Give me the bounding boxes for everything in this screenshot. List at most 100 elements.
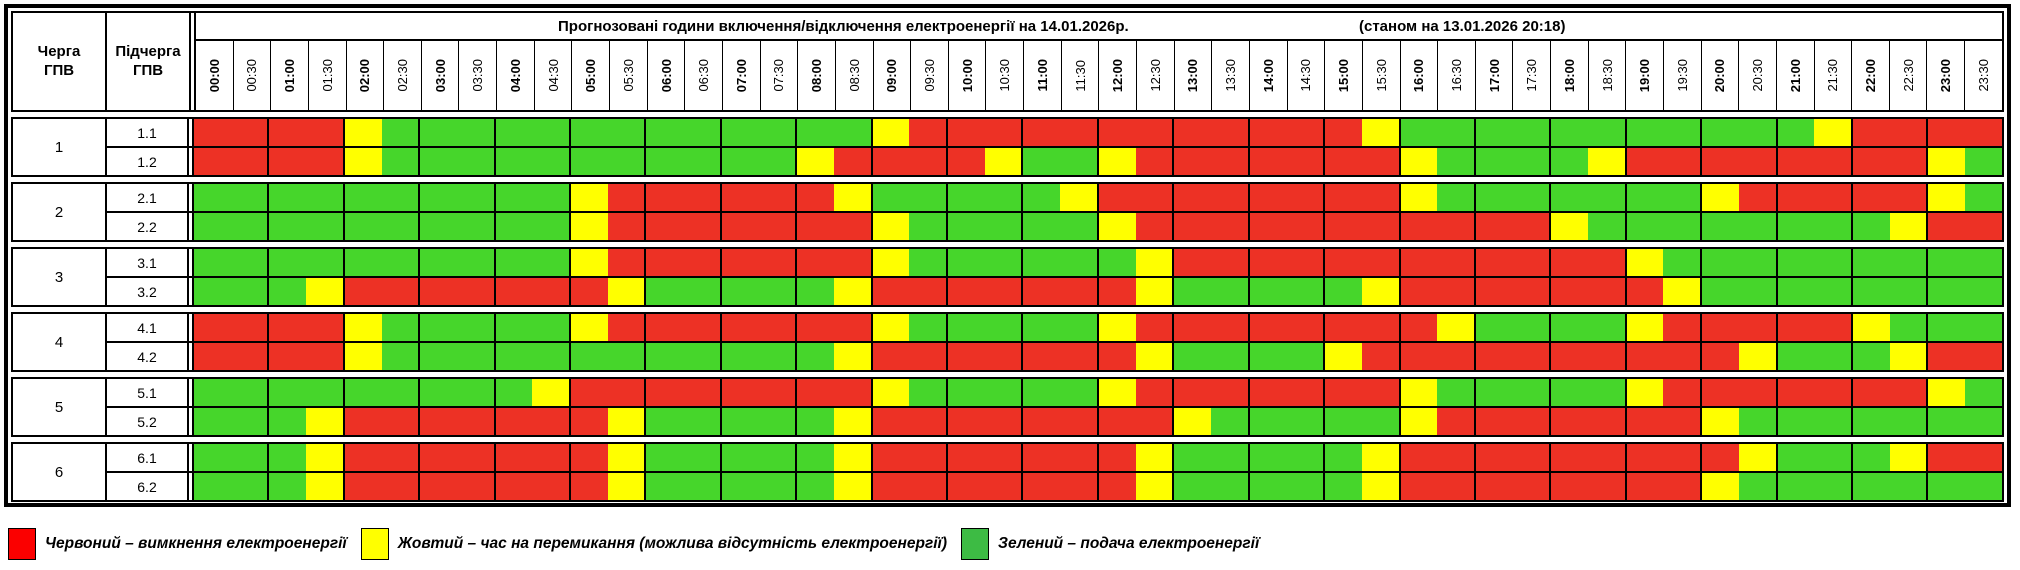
- schedule-cell-12:00: [1096, 473, 1136, 500]
- schedule-cell-11:30: [1060, 444, 1097, 471]
- schedule-cell-08:30: [833, 408, 871, 435]
- time-col-header: 09:30: [910, 41, 948, 110]
- schedule-cell-02:00: [342, 408, 382, 435]
- time-label: 20:30: [1750, 59, 1766, 92]
- schedule-cell-15:00: [1323, 278, 1362, 305]
- schedule-cell-13:30: [1210, 184, 1248, 211]
- schedule-cell-08:30: [833, 343, 871, 370]
- schedule-cell-11:30: [1060, 314, 1097, 341]
- schedule-cell-22:30: [1889, 213, 1927, 240]
- schedule-cell-21:30: [1814, 249, 1851, 276]
- schedule-cell-22:30: [1889, 473, 1927, 500]
- schedule-cell-13:00: [1172, 184, 1211, 211]
- schedule-cell-14:30: [1286, 379, 1324, 406]
- schedule-cell-03:00: [418, 119, 457, 146]
- schedule-cell-07:00: [719, 119, 759, 146]
- queue-block: 2 2.1 2.2: [11, 182, 2004, 242]
- slot-grid: [192, 249, 2002, 276]
- time-label: 23:30: [1975, 59, 1991, 92]
- table-header: Черга ГПВ Підчерга ГПВ Прогнозовані годи…: [11, 11, 2004, 112]
- schedule-cell-18:30: [1588, 213, 1625, 240]
- schedule-cell-05:00: [569, 314, 608, 341]
- time-col-header: 20:30: [1738, 41, 1776, 110]
- time-label: 10:30: [997, 59, 1013, 92]
- schedule-cell-12:00: [1096, 148, 1136, 175]
- schedule-cell-05:30: [607, 249, 645, 276]
- schedule-cell-19:30: [1663, 408, 1701, 435]
- schedule-cell-22:00: [1850, 379, 1890, 406]
- schedule-cell-20:00: [1700, 119, 1739, 146]
- schedule-cell-16:00: [1398, 473, 1438, 500]
- schedule-cell-17:00: [1473, 444, 1513, 471]
- schedule-cell-22:00: [1850, 408, 1890, 435]
- schedule-cell-06:30: [683, 343, 720, 370]
- schedule-cell-09:00: [870, 444, 910, 471]
- time-col-header: 17:00: [1474, 41, 1513, 110]
- schedule-cell-11:00: [1021, 249, 1061, 276]
- schedule-cell-11:30: [1060, 379, 1097, 406]
- schedule-cell-01:30: [306, 213, 343, 240]
- schedule-cell-04:30: [532, 408, 570, 435]
- time-label: 02:30: [395, 59, 411, 92]
- schedule-cell-08:00: [795, 278, 834, 305]
- schedule-cell-08:30: [833, 473, 871, 500]
- schedule-cell-21:30: [1814, 444, 1851, 471]
- schedule-cell-04:00: [493, 278, 533, 305]
- schedule-cell-21:30: [1814, 473, 1851, 500]
- schedule-cell-03:30: [456, 184, 494, 211]
- schedule-cell-12:30: [1135, 379, 1173, 406]
- page-title: Прогнозовані години включення/відключенн…: [558, 18, 1129, 35]
- time-col-header: 04:30: [533, 41, 572, 110]
- schedule-cell-15:00: [1323, 473, 1362, 500]
- schedule-cell-22:30: [1889, 119, 1927, 146]
- schedule-cell-10:00: [946, 184, 985, 211]
- schedule-cell-20:30: [1738, 249, 1776, 276]
- schedule-cell-06:00: [644, 408, 684, 435]
- schedule-cell-00:30: [230, 343, 268, 370]
- legend-label-1: Жовтий – час на перемикання (можлива від…: [397, 535, 947, 552]
- schedule-cell-13:30: [1210, 444, 1248, 471]
- queue-number: 3: [13, 249, 107, 305]
- subqueue-label: 6.2: [107, 473, 189, 500]
- schedule-cell-21:00: [1775, 408, 1815, 435]
- time-label: 19:30: [1674, 59, 1690, 92]
- schedule-cell-02:30: [381, 148, 419, 175]
- schedule-cell-13:30: [1210, 249, 1248, 276]
- schedule-cell-14:30: [1286, 343, 1324, 370]
- schedule-cell-06:30: [683, 184, 720, 211]
- schedule-cell-17:30: [1512, 184, 1550, 211]
- slot-grid: [192, 444, 2002, 471]
- schedule-cell-13:30: [1210, 278, 1248, 305]
- schedule-cell-22:00: [1850, 184, 1890, 211]
- schedule-cell-20:30: [1738, 213, 1776, 240]
- schedule-cell-15:30: [1361, 119, 1399, 146]
- schedule-cell-19:30: [1663, 249, 1701, 276]
- schedule-cell-18:30: [1588, 444, 1625, 471]
- schedule-cell-15:30: [1361, 249, 1399, 276]
- subqueue-label: 2.1: [107, 184, 189, 211]
- schedule-cell-15:30: [1361, 213, 1399, 240]
- schedule-cell-20:00: [1700, 444, 1739, 471]
- schedule-cell-01:30: [306, 249, 343, 276]
- schedule-cell-16:30: [1437, 249, 1474, 276]
- schedule-cell-21:00: [1775, 119, 1815, 146]
- schedule-cell-07:30: [758, 213, 796, 240]
- schedule-cell-20:00: [1700, 408, 1739, 435]
- schedule-cell-22:30: [1889, 184, 1927, 211]
- schedule-cell-02:00: [342, 314, 382, 341]
- schedule-cell-00:30: [230, 444, 268, 471]
- subqueue-row: 1.1: [107, 119, 2002, 146]
- schedule-cell-18:00: [1549, 278, 1589, 305]
- schedule-cell-13:00: [1172, 119, 1211, 146]
- time-label: 07:30: [771, 59, 787, 92]
- schedule-cell-21:00: [1775, 184, 1815, 211]
- schedule-cell-12:30: [1135, 148, 1173, 175]
- schedule-cell-03:30: [456, 249, 494, 276]
- legend-item-2: Зелений – подача електроенергії: [961, 528, 1259, 560]
- schedule-cell-10:00: [946, 379, 985, 406]
- schedule-cell-03:30: [456, 119, 494, 146]
- schedule-cell-10:30: [984, 379, 1022, 406]
- schedule-cell-10:30: [984, 119, 1022, 146]
- schedule-cell-15:00: [1323, 314, 1362, 341]
- schedule-cell-15:30: [1361, 148, 1399, 175]
